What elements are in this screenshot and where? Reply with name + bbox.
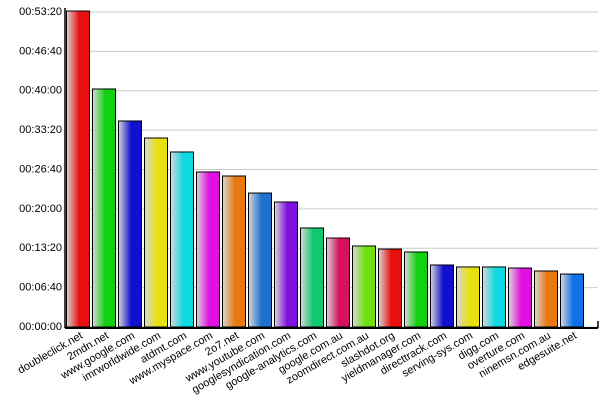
bar xyxy=(352,245,376,328)
bar xyxy=(170,151,194,328)
bar xyxy=(508,267,532,328)
bar xyxy=(222,175,246,328)
bar xyxy=(248,192,272,328)
bar xyxy=(534,270,558,328)
bar xyxy=(326,237,350,328)
y-tick-label: 00:40:00 xyxy=(19,85,62,97)
bar xyxy=(378,248,402,328)
bar xyxy=(118,120,142,328)
bar xyxy=(560,273,584,328)
bar xyxy=(300,227,324,328)
bar xyxy=(482,266,506,328)
y-tick-label: 00:46:40 xyxy=(19,45,62,57)
bar xyxy=(430,264,454,328)
y-tick-label: 00:26:40 xyxy=(19,163,62,175)
bar xyxy=(196,171,220,328)
bar xyxy=(456,266,480,328)
y-tick-label: 00:20:00 xyxy=(19,203,62,215)
y-tick-label: 00:13:20 xyxy=(19,242,62,254)
y-tick-label: 00:53:20 xyxy=(19,6,62,18)
bar xyxy=(66,10,90,328)
bar xyxy=(144,137,168,328)
y-tick-label: 00:00:00 xyxy=(19,321,62,333)
bar xyxy=(92,88,116,328)
bar xyxy=(404,251,428,328)
bar xyxy=(274,201,298,328)
y-tick-label: 00:33:20 xyxy=(19,124,62,136)
y-tick-label: 00:06:40 xyxy=(19,282,62,294)
